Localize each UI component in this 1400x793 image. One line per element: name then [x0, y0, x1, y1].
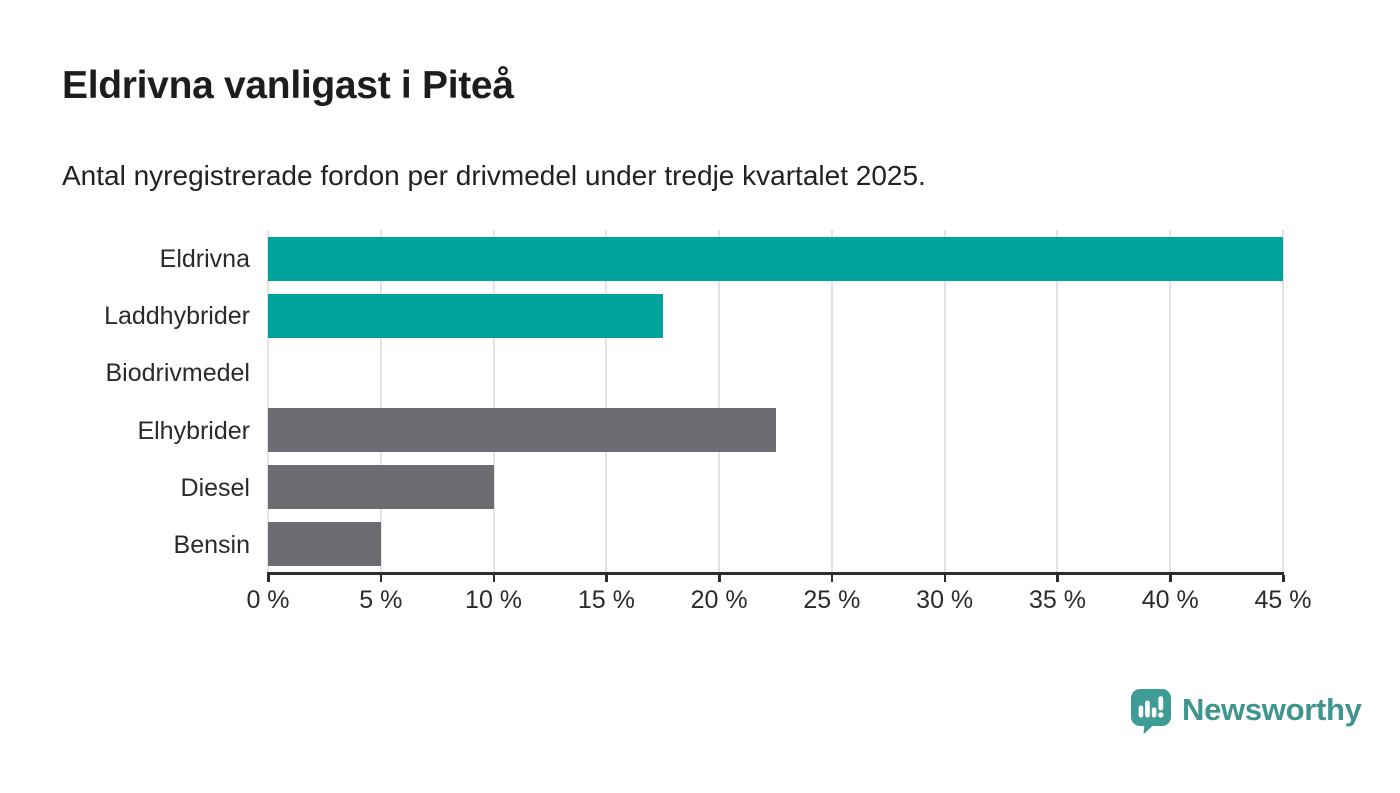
newsworthy-logo: Newsworthy: [1130, 688, 1362, 735]
x-tick-label-10: 10 %: [465, 586, 523, 614]
gridline-35: [1056, 230, 1059, 573]
category-label-biodrivmedel: Biodrivmedel: [105, 359, 250, 388]
x-tick-label-45: 45 %: [1254, 586, 1312, 614]
x-tick-5: [379, 575, 383, 582]
x-tick-40: [1169, 575, 1172, 582]
gridline-15: [605, 230, 608, 573]
gridline-10: [492, 230, 495, 573]
x-axis-line: [267, 572, 1284, 575]
x-tick-15: [605, 575, 608, 582]
x-tick-10: [492, 575, 496, 582]
bar-laddhybrider: [268, 293, 663, 338]
category-axis: Eldrivna Laddhybrider Biodrivmedel Elhybrid…: [0, 230, 250, 573]
x-tick-0: [267, 575, 270, 582]
category-label-bensin: Bensin: [173, 530, 250, 559]
category-label-laddhybrider: Laddhybrider: [104, 302, 250, 331]
gridline-20: [718, 230, 721, 573]
bar-elhybrider: [268, 408, 776, 453]
gridline-5: [379, 230, 382, 573]
gridline-25: [830, 230, 833, 573]
x-tick-label-20: 20 %: [690, 586, 748, 614]
x-tick-label-5: 5 %: [359, 586, 403, 614]
gridline-0: [267, 230, 269, 573]
bar-bensin: [268, 522, 381, 567]
x-tick-25: [830, 575, 834, 582]
gridline-30: [943, 230, 946, 573]
gridline-45: [1282, 230, 1284, 573]
x-tick-label-25: 25 %: [803, 586, 861, 614]
category-label-diesel: Diesel: [180, 473, 250, 502]
bar-chart: Eldrivna Laddhybrider Biodrivmedel Elhybrid…: [0, 230, 1400, 620]
x-tick-20: [718, 575, 721, 582]
chart-subtitle: Antal nyregistrerade fordon per drivmede…: [62, 160, 926, 191]
x-tick-30: [943, 575, 947, 582]
plot-area: [267, 230, 1284, 573]
x-tick-35: [1056, 575, 1059, 582]
category-label-eldrivna: Eldrivna: [159, 245, 250, 274]
chart-title: Eldrivna vanligast i Piteå: [62, 64, 514, 107]
newsworthy-speech-bubble-bar-chart-icon: [1131, 689, 1171, 735]
x-tick-label-35: 35 %: [1028, 586, 1086, 614]
x-tick-label-15: 15 %: [577, 586, 635, 614]
x-tick-label-40: 40 %: [1141, 586, 1199, 614]
bar-eldrivna: [268, 236, 1283, 281]
bar-diesel: [268, 465, 494, 510]
newsworthy-wordmark: Newsworthy: [1182, 692, 1362, 727]
x-tick-label-30: 30 %: [916, 586, 974, 614]
x-tick-label-0: 0 %: [246, 586, 290, 614]
x-tick-45: [1282, 575, 1285, 582]
gridline-40: [1169, 230, 1172, 573]
category-label-elhybrider: Elhybrider: [137, 416, 250, 445]
